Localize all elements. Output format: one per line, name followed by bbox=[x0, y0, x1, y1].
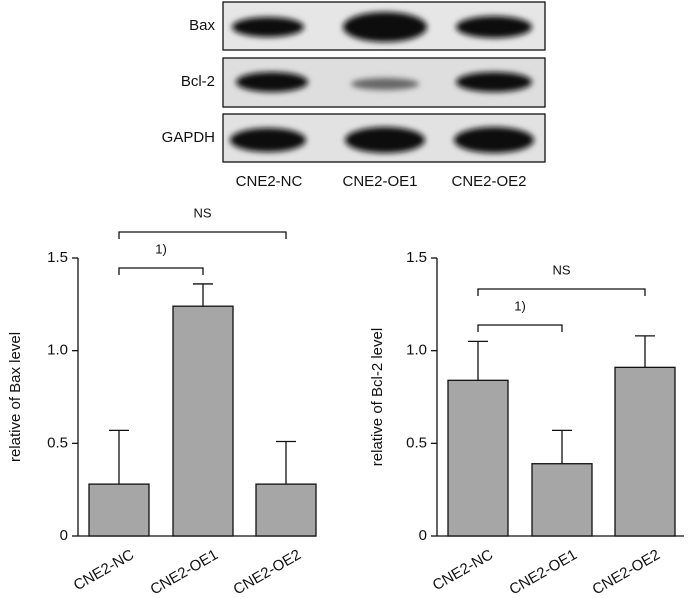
x-tick-label: CNE2-OE2 bbox=[590, 546, 663, 598]
band bbox=[343, 12, 427, 42]
y-tick-label: 0.5 bbox=[47, 434, 68, 451]
bar bbox=[172, 305, 234, 537]
bar bbox=[88, 483, 150, 537]
y-tick-label: 1.0 bbox=[406, 342, 427, 359]
band bbox=[236, 72, 308, 92]
y-tick-label: 1.0 bbox=[47, 342, 68, 359]
x-tick-label: CNE2-NC bbox=[430, 546, 496, 594]
x-tick-label: CNE2-OE1 bbox=[507, 546, 580, 598]
bar bbox=[614, 366, 676, 537]
bar bbox=[447, 379, 509, 537]
blot-row-label: Bax bbox=[189, 17, 215, 34]
significance-bracket bbox=[118, 231, 287, 239]
blot-lane-label: CNE2-NC bbox=[236, 173, 303, 190]
significance-bracket bbox=[477, 324, 563, 332]
blot-lane-label: CNE2-OE1 bbox=[342, 173, 417, 190]
bar bbox=[255, 483, 317, 537]
bands bbox=[230, 12, 534, 153]
significance-bracket bbox=[477, 288, 646, 296]
blot-row-label: Bcl-2 bbox=[181, 73, 215, 90]
significance-label: NS bbox=[552, 262, 570, 277]
band bbox=[232, 17, 304, 37]
x-tick-label: CNE2-NC bbox=[71, 546, 137, 594]
significance-label: 1) bbox=[155, 241, 167, 256]
band bbox=[230, 128, 306, 152]
significance-label: NS bbox=[193, 205, 211, 220]
y-tick-label: 0 bbox=[419, 527, 427, 544]
band bbox=[351, 78, 419, 90]
blot-row-label: GAPDH bbox=[162, 129, 215, 146]
significance-bracket bbox=[118, 267, 204, 275]
band bbox=[345, 127, 425, 153]
y-axis-label: relative of Bcl-2 level bbox=[369, 328, 386, 466]
blot-lane-label: CNE2-OE2 bbox=[451, 173, 526, 190]
y-axis-label: relative of Bax level bbox=[7, 332, 24, 462]
y-tick-label: 0.5 bbox=[406, 434, 427, 451]
western-blot: Bax Bcl-2 GAPDH CNE2-NC CNE2-OE1 CNE2-OE… bbox=[162, 1, 546, 190]
band bbox=[454, 127, 534, 153]
x-tick-label: CNE2-OE1 bbox=[148, 546, 221, 598]
y-tick-label: 0 bbox=[60, 527, 68, 544]
band bbox=[456, 16, 532, 38]
x-tick-label: CNE2-OE2 bbox=[231, 546, 304, 598]
y-tick-label: 1.5 bbox=[47, 249, 68, 266]
bar bbox=[531, 463, 593, 537]
significance-label: 1) bbox=[514, 298, 526, 313]
band bbox=[456, 72, 532, 92]
y-tick-label: 1.5 bbox=[406, 249, 427, 266]
